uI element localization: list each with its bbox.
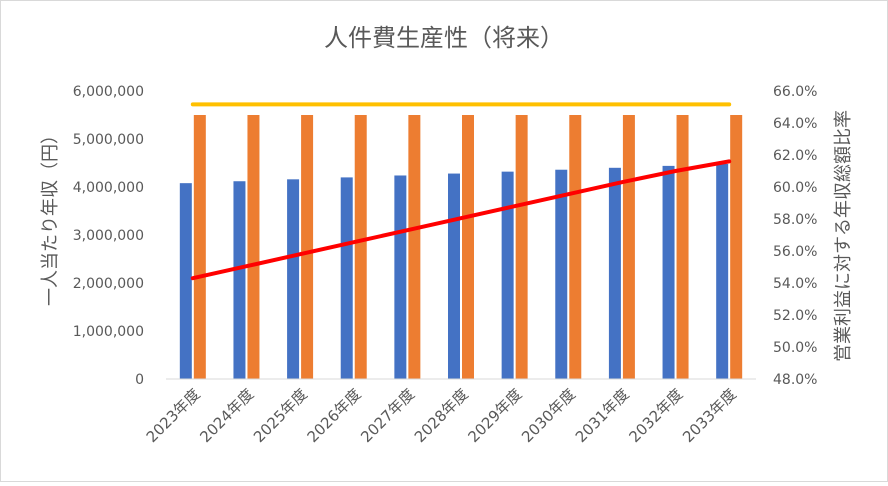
- bar-blue: [233, 181, 246, 379]
- bar-blue: [287, 179, 300, 379]
- bar-orange: [247, 115, 260, 379]
- x-tick-label: 2028年度: [411, 385, 472, 446]
- x-tick-label: 2033年度: [679, 385, 740, 446]
- y-left-tick-label: 3,000,000: [73, 228, 144, 244]
- x-tick-label: 2024年度: [196, 385, 257, 446]
- y-right-tick-labels: 48.0% 50.0% 52.0% 54.0% 56.0% 58.0% 60.0% 62.0%…: [773, 84, 817, 388]
- bar-orange: [515, 115, 528, 379]
- bar-orange: [622, 115, 635, 379]
- bar-orange: [408, 115, 421, 379]
- x-tick-label: 2029年度: [465, 385, 526, 446]
- y-left-tick-label: 6,000,000: [73, 84, 144, 100]
- x-tick-label: 2030年度: [518, 385, 579, 446]
- x-tick-label: 2032年度: [625, 385, 686, 446]
- y-left-axis-title: 一人当たり年収（円）: [40, 126, 61, 306]
- y-left-tick-labels: 0 1,000,000 2,000,000 3,000,000 4,000,000 5,0…: [73, 84, 144, 388]
- bar-blue: [501, 171, 514, 379]
- bar-series: [179, 115, 743, 379]
- y-right-tick-label: 54.0%: [773, 276, 817, 292]
- y-left-tick-label: 2,000,000: [73, 276, 144, 292]
- bar-blue: [340, 177, 353, 379]
- bar-orange: [193, 115, 206, 379]
- bar-orange: [730, 115, 743, 379]
- y-left-tick-label: 5,000,000: [73, 132, 144, 148]
- y-right-axis-title: 営業利益に対する年収総額比率: [833, 110, 854, 362]
- chart-title: 人件費生産性（将来）: [324, 24, 564, 52]
- ratio-line: [190, 159, 732, 281]
- y-left-tick-label: 4,000,000: [73, 180, 144, 196]
- bar-orange: [569, 115, 582, 379]
- y-right-tick-label: 60.0%: [773, 180, 817, 196]
- x-tick-label: 2023年度: [143, 385, 204, 446]
- y-right-tick-label: 52.0%: [773, 308, 817, 324]
- x-tick-label: 2027年度: [357, 385, 418, 446]
- y-right-tick-label: 48.0%: [773, 372, 817, 388]
- bar-orange: [676, 115, 689, 379]
- y-left-tick-label: 0: [135, 372, 144, 388]
- y-right-tick-label: 58.0%: [773, 212, 817, 228]
- x-tick-label: 2026年度: [304, 385, 365, 446]
- bar-orange: [354, 115, 367, 379]
- y-right-tick-label: 66.0%: [773, 84, 817, 100]
- bar-blue: [448, 173, 460, 379]
- bar-orange: [301, 115, 314, 379]
- y-right-tick-label: 50.0%: [773, 340, 817, 356]
- bar-blue: [394, 175, 407, 379]
- x-tick-label: 2025年度: [250, 385, 311, 446]
- line-series: [190, 102, 732, 281]
- bar-blue: [608, 167, 621, 379]
- bar-blue: [716, 163, 729, 379]
- bar-blue: [179, 183, 192, 379]
- y-right-tick-label: 62.0%: [773, 148, 817, 164]
- y-right-tick-label: 64.0%: [773, 116, 817, 132]
- bar-orange: [462, 115, 474, 379]
- x-tick-label: 2031年度: [572, 385, 633, 446]
- bar-blue: [555, 169, 568, 379]
- y-right-tick-label: 56.0%: [773, 244, 817, 260]
- bar-blue: [662, 165, 675, 379]
- y-left-tick-label: 1,000,000: [73, 324, 144, 340]
- x-tick-labels: 2023年度2024年度2025年度2026年度2027年度2028年度2029…: [143, 385, 740, 446]
